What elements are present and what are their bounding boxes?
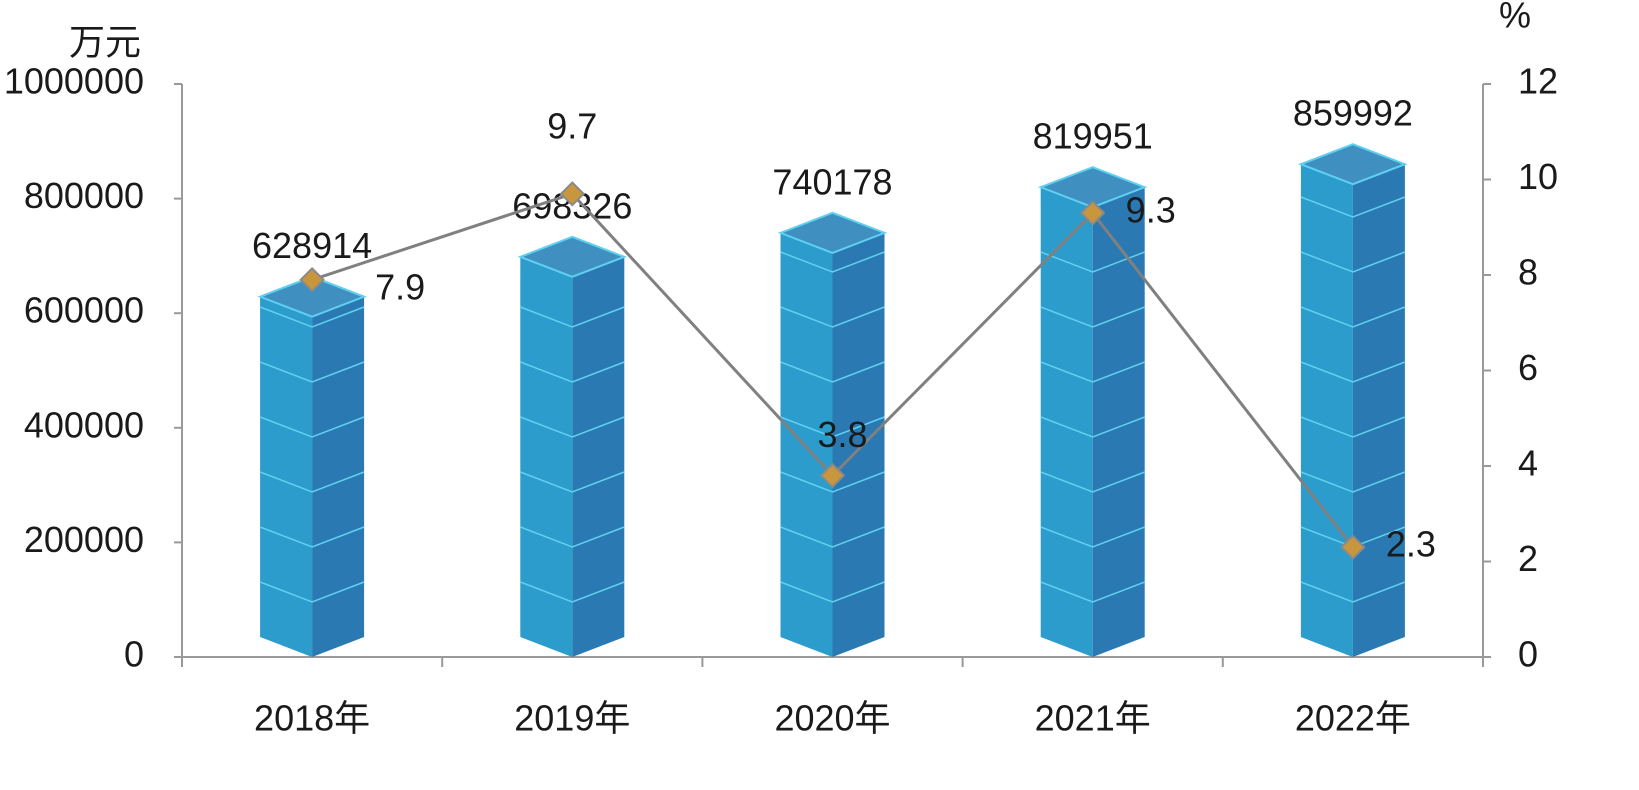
y2-unit: % (1499, 0, 1531, 36)
bar-stripe (259, 471, 365, 493)
bar-stripe (1300, 416, 1406, 438)
line-marker (299, 267, 325, 293)
y-tick-label: 0 (124, 634, 144, 675)
y-tick-label: 600000 (24, 290, 144, 331)
bar-stripe (1040, 416, 1145, 438)
bar-stripe (780, 471, 885, 493)
bar-stripe (1300, 581, 1406, 603)
line-value-label: 2.3 (1386, 524, 1436, 565)
line-marker (1340, 534, 1366, 560)
y2-tick-label: 12 (1518, 61, 1558, 102)
bar-side (1352, 164, 1405, 657)
bar-stripe (520, 361, 625, 383)
bar (1040, 187, 1093, 657)
bar-stripe (520, 306, 625, 328)
y-tick-label: 200000 (24, 519, 144, 560)
bar-value-label: 628914 (252, 225, 372, 266)
y-tick-label: 400000 (24, 404, 144, 445)
bar-top (517, 235, 628, 278)
bar-stripe (520, 416, 625, 438)
line-marker (559, 181, 586, 207)
y2-tick-label: 2 (1518, 538, 1538, 579)
bar-stripe (1040, 471, 1145, 493)
bar-side (1092, 187, 1145, 657)
bar-side (312, 296, 365, 657)
bar-stripe (1040, 361, 1145, 383)
x-tick-label: 2021年 (1035, 698, 1151, 739)
y2-tick-label: 0 (1518, 634, 1538, 675)
line-marker (1079, 200, 1106, 226)
bar-stripe (259, 581, 365, 603)
bar-stripe (780, 581, 885, 603)
y2-tick-label: 4 (1518, 443, 1538, 484)
bar-stripe (1040, 306, 1145, 328)
y-unit: 万元 (69, 22, 141, 63)
bar-stripe (1300, 361, 1406, 383)
bar-stripe (1300, 306, 1406, 328)
bar-top (257, 275, 367, 318)
bar-top (777, 211, 888, 254)
line-marker (819, 462, 846, 489)
bar-value-label: 859992 (1293, 93, 1413, 134)
bar-stripe (1300, 251, 1406, 273)
x-tick-label: 2020年 (774, 698, 890, 739)
line-value-label: 9.3 (1126, 189, 1176, 230)
y-tick-label: 800000 (24, 175, 144, 216)
y2-tick-label: 6 (1518, 347, 1538, 388)
bar-stripe (520, 526, 625, 548)
bar-stripe (780, 251, 885, 273)
bar-stripe (1300, 196, 1406, 218)
bar (260, 296, 313, 657)
bar (520, 256, 573, 657)
y2-tick-label: 8 (1518, 252, 1538, 293)
bar-top (1037, 166, 1148, 209)
bar-stripe (259, 361, 365, 383)
bar-stripe (780, 306, 885, 328)
bar-value-label: 740178 (772, 161, 892, 202)
bar-stripe (780, 526, 885, 548)
bar (1300, 164, 1353, 657)
bar-stripe (780, 361, 885, 383)
line-value-label: 3.8 (817, 414, 867, 455)
bar-stripe (1040, 581, 1145, 603)
x-tick-label: 2018年 (254, 698, 370, 739)
x-tick-label: 2019年 (514, 698, 630, 739)
bar-stripe (1300, 471, 1406, 493)
bar-stripe (780, 416, 885, 438)
bar-side (572, 256, 625, 657)
y2-tick-label: 10 (1518, 156, 1558, 197)
line-value-label: 9.7 (547, 105, 597, 146)
bar-stripe (520, 581, 625, 603)
bar-stripe (259, 526, 365, 548)
x-tick-label: 2022年 (1295, 698, 1411, 739)
line-value-label: 7.9 (375, 266, 425, 307)
bar-top (1298, 143, 1408, 186)
bar-value-label: 819951 (1033, 116, 1153, 157)
bar-stripe (259, 306, 365, 328)
y-tick-label: 1000000 (4, 61, 144, 102)
bar-stripe (1040, 526, 1145, 548)
bar (780, 232, 833, 658)
bar-stripe (259, 416, 365, 438)
bar-stripe (520, 471, 625, 493)
bar-side (832, 232, 885, 658)
